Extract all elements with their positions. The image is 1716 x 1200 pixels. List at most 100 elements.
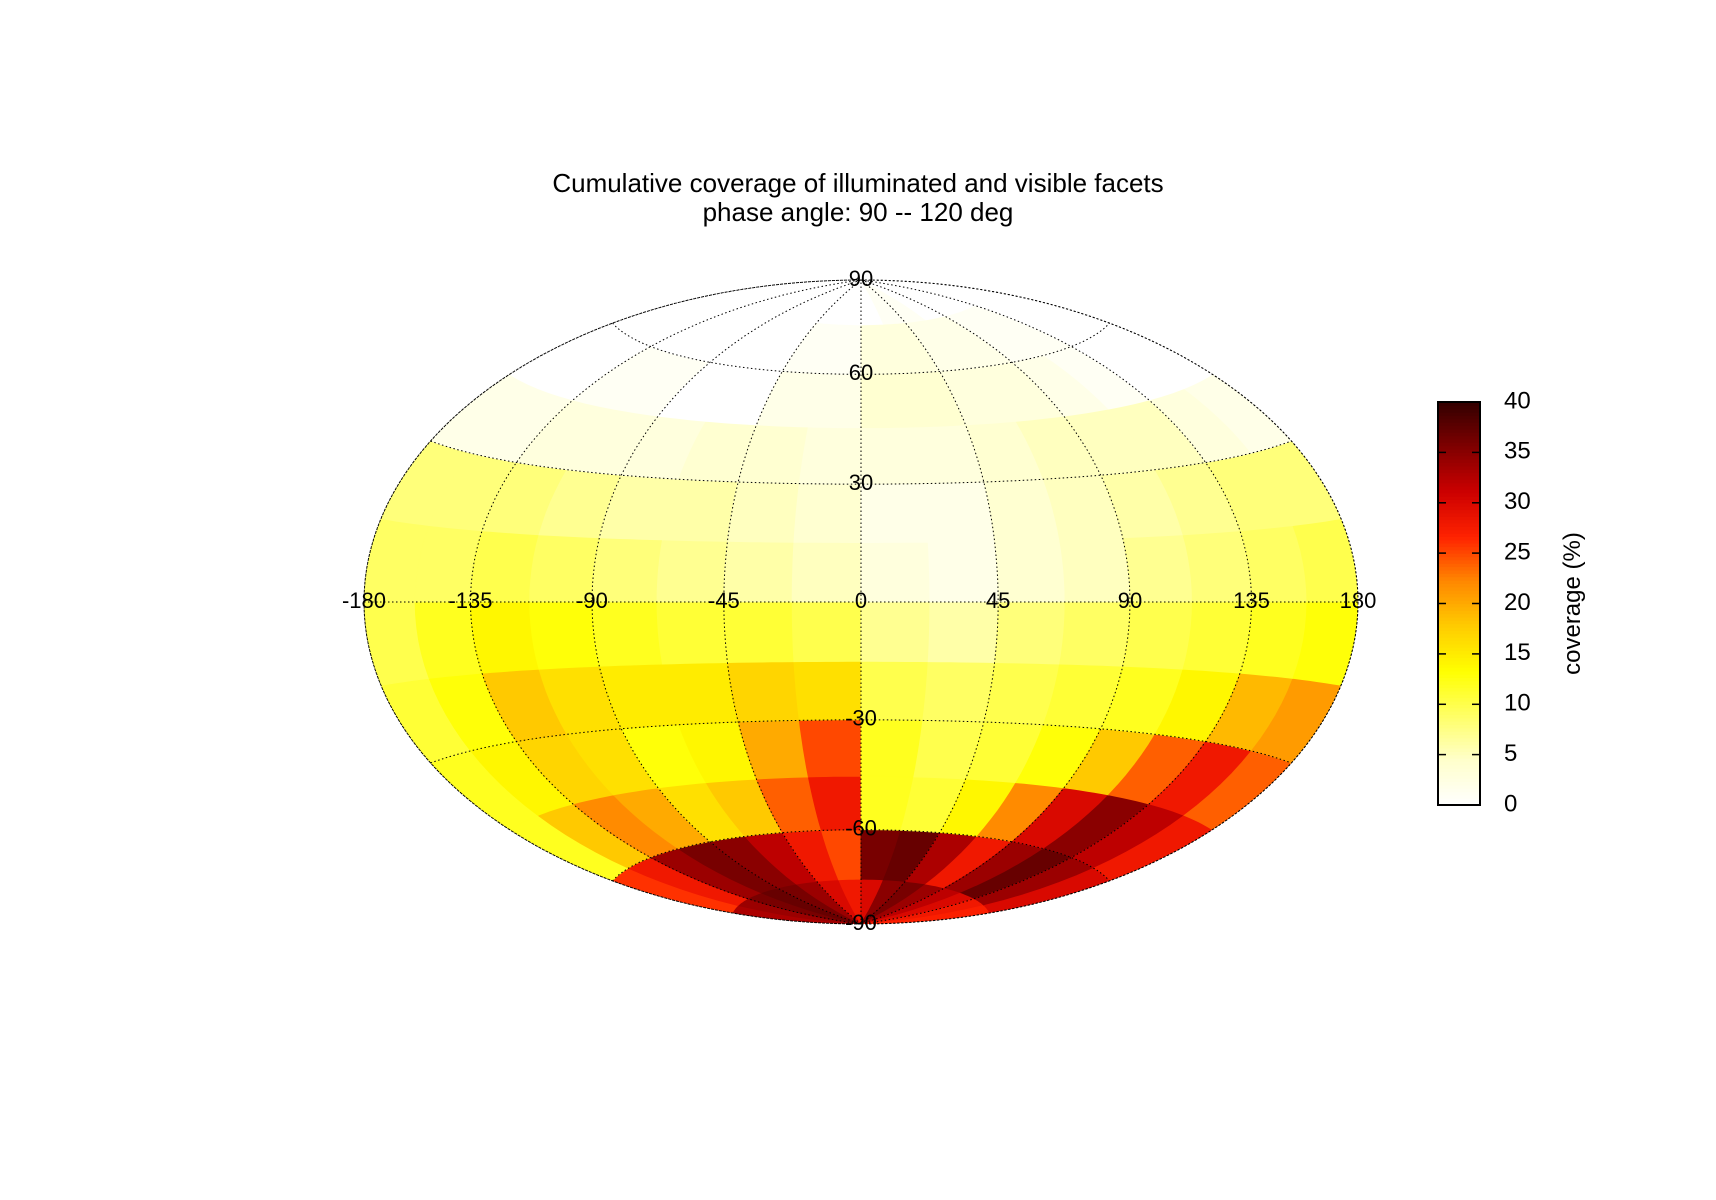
colorbar-segment [1438,764,1480,769]
colorbar-segment [1438,627,1480,631]
colorbar-segment [1438,563,1480,568]
parallel-line [612,829,1110,882]
colorbar-segment [1438,660,1480,665]
colorbar-segment [1438,593,1480,598]
colorbar-segment [1438,573,1480,578]
map-outline [363,279,1359,925]
colorbar-segment [1438,496,1480,500]
x-tick-label: 0 [855,588,867,613]
colorbar-segment [1438,549,1480,554]
colorbar-tick-label: 30 [1504,488,1531,515]
colorbar-segment [1438,781,1480,786]
colorbar-segment [1438,710,1480,715]
colorbar-tick-label: 5 [1504,740,1517,767]
colorbar-tick-label: 20 [1504,589,1531,616]
colorbar-segment [1438,771,1480,776]
colorbar-segment [1438,637,1480,642]
colorbar-segment [1438,489,1480,494]
x-tick-label: -135 [448,588,492,613]
colorbar-segment [1438,721,1480,725]
colorbar-segment [1438,640,1480,645]
colorbar-label: coverage (%) [1559,532,1586,675]
colorbar-segment [1438,747,1480,752]
meridian-line [860,279,1131,925]
colorbar-segment [1438,600,1480,605]
colorbar-segment [1438,412,1480,417]
y-tick-label: 90 [849,266,873,291]
colorbar-segment [1438,455,1480,460]
x-tick-label: -90 [576,588,608,613]
colorbar-segment [1438,408,1480,413]
colorbar-segment [1438,653,1480,658]
colorbar-segment [1438,684,1480,689]
heatmap-cell [791,541,862,603]
colorbar-segment [1438,596,1480,601]
colorbar-segment [1438,744,1480,749]
colorbar-segment [1438,452,1480,457]
colorbar-segment [1438,536,1480,541]
colorbar-segment [1438,516,1480,521]
colorbar-segment [1438,663,1480,668]
colorbar-segment [1438,512,1480,517]
colorbar-segment [1438,610,1480,615]
heatmap-cell [727,481,800,543]
colorbar-segment [1438,647,1480,652]
colorbar-segment [1438,402,1480,406]
x-tick-label: 135 [1233,588,1270,613]
colorbar-tick-label: 40 [1504,387,1531,414]
colorbar-segment [1438,788,1480,793]
y-tick-label: -90 [845,910,877,935]
colorbar-segment [1438,643,1480,648]
chart-subtitle: phase angle: 90 -- 120 deg [702,197,1014,227]
meridian-line [723,279,862,925]
colorbar-segment [1438,801,1480,806]
colorbar-segment [1438,633,1480,638]
heatmap-cell [922,661,995,723]
colorbar-segment [1438,529,1480,534]
heatmap-cell [860,541,931,603]
colorbar-segment [1438,445,1480,450]
colorbar-segment [1438,774,1480,779]
colorbar-tick-label: 35 [1504,438,1531,465]
colorbar-segment [1438,737,1480,742]
colorbar-segment [1438,556,1480,561]
colorbar-segment [1438,623,1480,628]
colorbar-segment [1438,546,1480,551]
colorbar-segment [1438,509,1480,514]
colorbar-segment [1438,784,1480,789]
colorbar-segment [1438,657,1480,662]
colorbar-segment [1438,677,1480,682]
colorbar-segment [1438,459,1480,464]
colorbar-segment [1438,714,1480,719]
x-tick-label: -180 [342,588,386,613]
y-tick-label: -30 [845,706,877,731]
colorbar-segment [1438,613,1480,618]
colorbar-segment [1438,630,1480,635]
colorbar-segment [1438,754,1480,759]
colorbar-segment [1438,432,1480,437]
chart-title: Cumulative coverage of illuminated and v… [552,168,1164,198]
colorbar-segment [1438,485,1480,490]
x-tick-label: 90 [1118,588,1142,613]
colorbar-segment [1438,727,1480,732]
colorbar-tick-label: 15 [1504,639,1531,666]
graticule [363,279,1359,925]
parallel-line [612,322,1110,375]
colorbar-segment [1438,731,1480,736]
x-tick-label: 45 [986,588,1010,613]
colorbar-segment [1438,586,1480,591]
colorbar-segment [1438,559,1480,564]
colorbar-segment [1438,492,1480,497]
colorbar-segment [1438,566,1480,571]
colorbar-segment [1438,569,1480,574]
colorbar: 0 5 10 15 20 25 30 35 40 coverage (%) [1437,387,1586,817]
colorbar-segment [1438,583,1480,588]
colorbar-segment [1438,674,1480,678]
colorbar-segment [1438,482,1480,487]
colorbar-segment [1438,449,1480,453]
colorbar-segment [1438,465,1480,470]
colorbar-segment [1438,680,1480,685]
colorbar-segment [1438,422,1480,427]
y-tick-label: 60 [849,360,873,385]
